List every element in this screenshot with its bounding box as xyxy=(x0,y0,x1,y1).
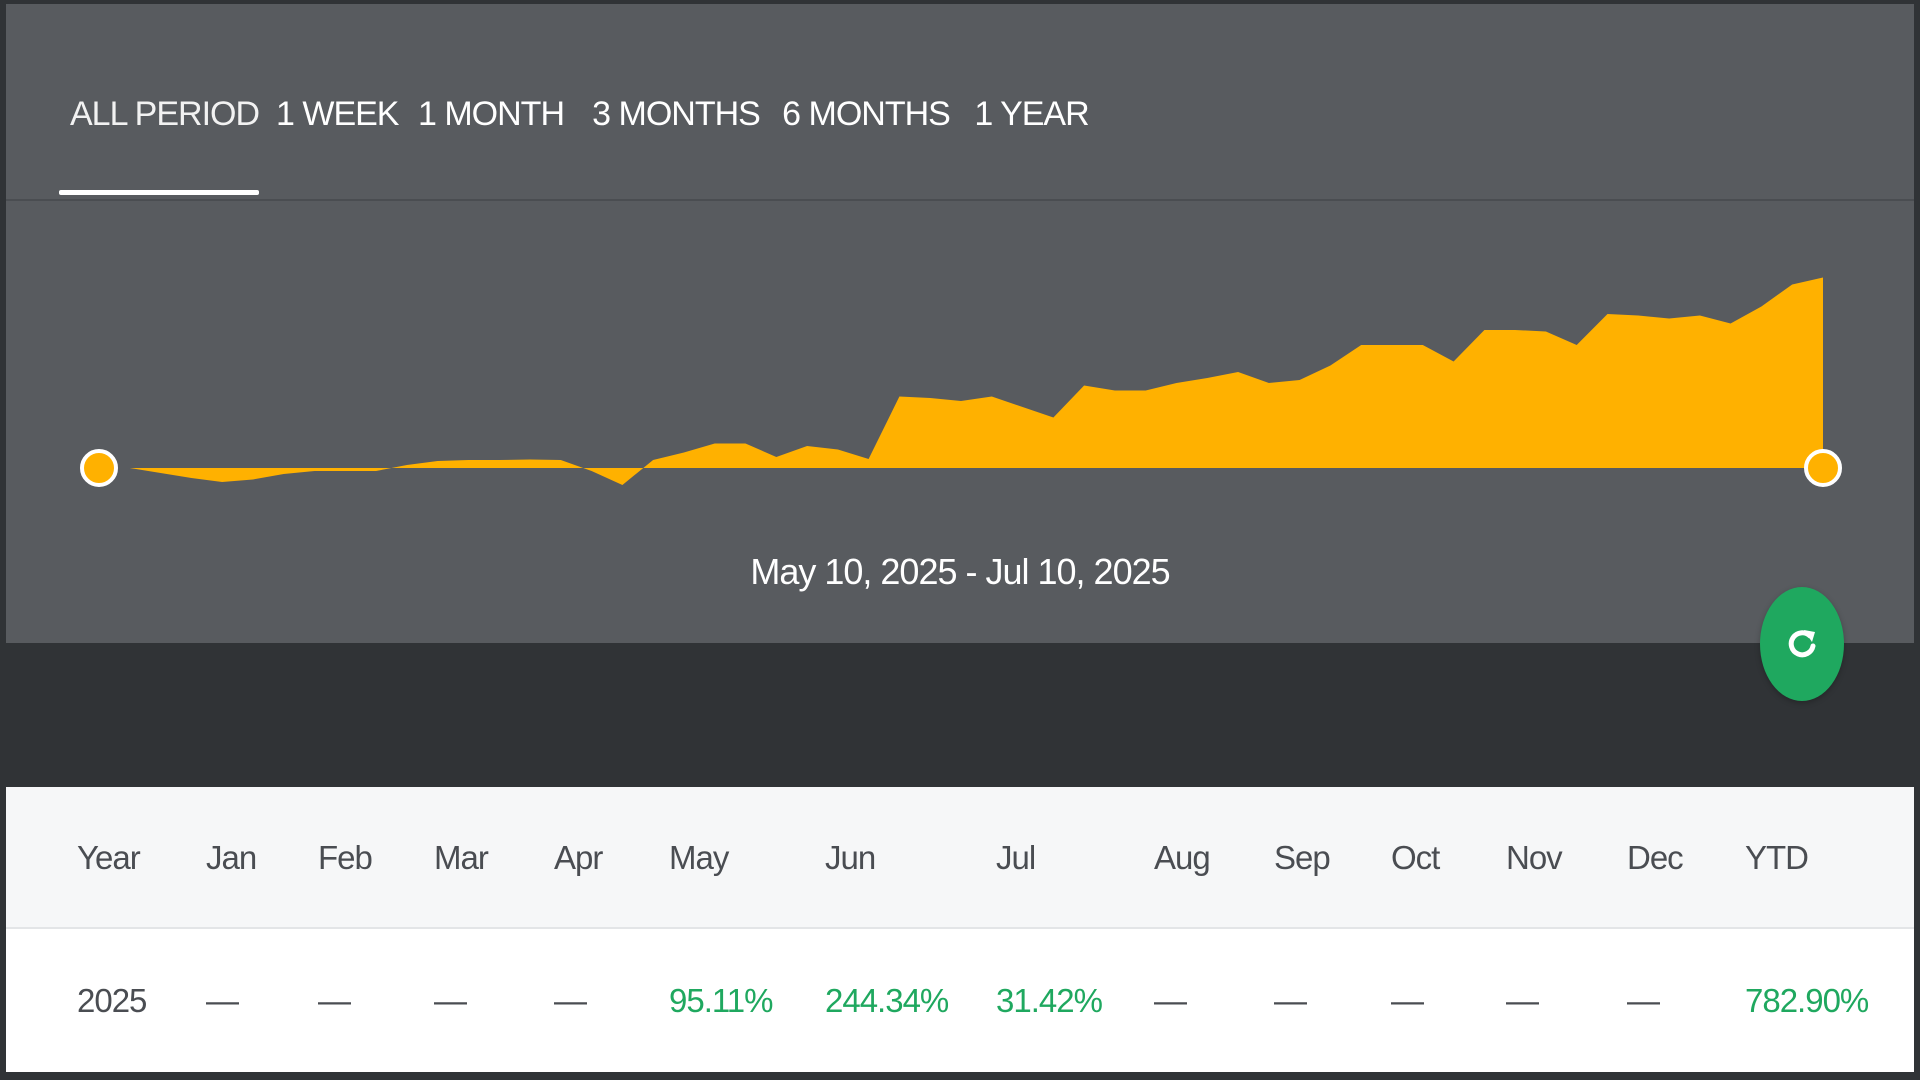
tab-1-year[interactable]: 1 YEAR xyxy=(974,95,1089,133)
cell-nov: — xyxy=(1506,982,1539,1019)
header-aug: Aug xyxy=(1154,839,1211,876)
range-start-handle[interactable] xyxy=(80,449,118,487)
tab-3-months[interactable]: 3 MONTHS xyxy=(592,95,761,133)
date-range-label: May 10, 2025 - Jul 10, 2025 xyxy=(750,551,1170,592)
cell-mar: — xyxy=(434,982,467,1019)
cell-year: 2025 xyxy=(77,982,147,1019)
refresh-icon xyxy=(1788,630,1816,658)
area-chart xyxy=(80,277,1842,487)
tab-all-period[interactable]: ALL PERIOD xyxy=(70,95,260,133)
cell-jul: 31.42% xyxy=(996,982,1103,1019)
chart-area-series xyxy=(99,277,1823,485)
chart-area xyxy=(6,200,1914,500)
refresh-button[interactable] xyxy=(1760,587,1844,701)
cell-apr: — xyxy=(554,982,587,1019)
cell-ytd: 782.90% xyxy=(1745,982,1869,1019)
table-header-row: Year Jan Feb Mar Apr May Jun Jul Aug Sep… xyxy=(6,787,1914,929)
performance-chart-panel: ALL PERIOD 1 WEEK 1 MONTH 3 MONTHS 6 MON… xyxy=(6,4,1914,643)
cell-aug: — xyxy=(1154,982,1187,1019)
header-mar: Mar xyxy=(434,839,489,876)
cell-jun: 244.34% xyxy=(825,982,949,1019)
tab-1-week[interactable]: 1 WEEK xyxy=(276,95,399,133)
header-jan: Jan xyxy=(206,839,257,876)
header-ytd: YTD xyxy=(1745,839,1809,876)
cell-jan: — xyxy=(206,982,239,1019)
cell-feb: — xyxy=(318,982,351,1019)
header-may: May xyxy=(669,839,729,876)
header-jun: Jun xyxy=(825,839,876,876)
header-apr: Apr xyxy=(554,839,603,876)
active-tab-indicator xyxy=(59,190,259,195)
period-tabs: ALL PERIOD 1 WEEK 1 MONTH 3 MONTHS 6 MON… xyxy=(6,4,1914,201)
tab-6-months[interactable]: 6 MONTHS xyxy=(782,95,951,133)
header-nov: Nov xyxy=(1506,839,1563,876)
header-dec: Dec xyxy=(1627,839,1684,876)
cell-sep: — xyxy=(1274,982,1307,1019)
header-oct: Oct xyxy=(1391,839,1440,876)
range-end-handle[interactable] xyxy=(1804,449,1842,487)
header-feb: Feb xyxy=(318,839,373,876)
monthly-returns-table: Year Jan Feb Mar Apr May Jun Jul Aug Sep… xyxy=(6,787,1914,1072)
tab-1-month[interactable]: 1 MONTH xyxy=(418,95,565,133)
header-year: Year xyxy=(77,839,141,876)
cell-dec: — xyxy=(1627,982,1660,1019)
header-jul: Jul xyxy=(996,839,1036,876)
cell-may: 95.11% xyxy=(669,982,773,1019)
header-sep: Sep xyxy=(1274,839,1331,876)
cell-oct: — xyxy=(1391,982,1424,1019)
